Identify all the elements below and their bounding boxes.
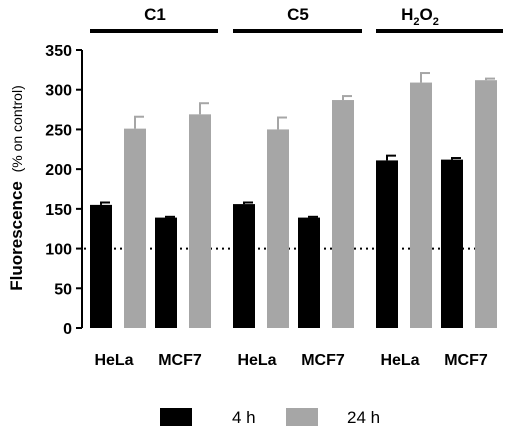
y-axis-label-unit: (% on control) xyxy=(9,85,25,172)
bar-4h-5 xyxy=(441,159,463,328)
bar-4h-4 xyxy=(376,160,398,328)
legend: 4 h 24 h xyxy=(160,408,380,427)
category-label-c5-hela: HeLa xyxy=(237,352,276,369)
category-label-c5-mcf7: MCF7 xyxy=(301,352,345,369)
bar-24h-1 xyxy=(189,114,211,328)
y-axis-label-main: Fluorescence xyxy=(7,181,26,291)
h2o2-h: H xyxy=(401,5,413,24)
group-title-c1: C1 xyxy=(144,5,166,24)
category-label-c1-mcf7: MCF7 xyxy=(158,352,202,369)
plot-area: 0 50 100 150 200 250 300 350 xyxy=(45,43,497,338)
legend-swatch-24h xyxy=(286,408,318,426)
y-tick-label: 250 xyxy=(45,122,72,139)
group-title-h2o2: H2O2 xyxy=(401,5,439,28)
y-axis-label: Fluorescence (% on control) xyxy=(7,85,26,291)
h2o2-o: O xyxy=(420,5,433,24)
y-tick-label: 150 xyxy=(45,202,72,219)
legend-label-24h: 24 h xyxy=(347,408,380,427)
bar-4h-3 xyxy=(298,217,320,328)
bar-24h-4 xyxy=(410,82,432,329)
legend-label-4h: 4 h xyxy=(232,408,256,427)
bar-4h-0 xyxy=(90,204,112,328)
bar-24h-2 xyxy=(267,129,289,328)
y-tick-label: 300 xyxy=(45,83,72,100)
category-label-h2o2-mcf7: MCF7 xyxy=(444,352,488,369)
y-tick-label: 50 xyxy=(54,281,72,298)
y-tick-label: 0 xyxy=(63,321,72,338)
group-title-c5: C5 xyxy=(287,5,309,24)
bar-24h-3 xyxy=(332,100,354,328)
category-label-c1-hela: HeLa xyxy=(94,352,133,369)
bar-4h-2 xyxy=(233,204,255,328)
y-tick-label: 350 xyxy=(45,43,72,60)
legend-swatch-4h xyxy=(160,408,192,426)
y-tick-label: 200 xyxy=(45,162,72,179)
h2o2-sub1: 2 xyxy=(413,16,419,28)
bar-24h-5 xyxy=(475,80,497,328)
bar-24h-0 xyxy=(124,128,146,328)
y-tick-label: 100 xyxy=(45,242,72,259)
category-label-h2o2-hela: HeLa xyxy=(380,352,419,369)
bar-4h-1 xyxy=(155,217,177,328)
h2o2-sub2: 2 xyxy=(433,16,439,28)
